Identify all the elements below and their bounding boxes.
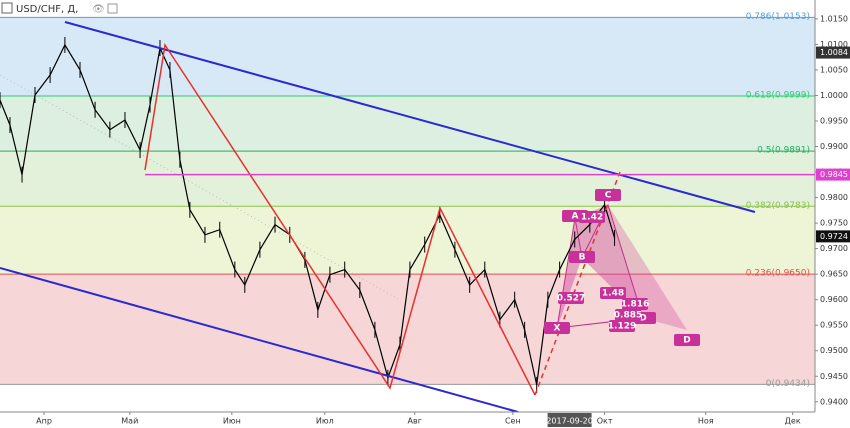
fib-bands: 0.786(1.0153) 0.618(0.9999) 0.5(0.9891) 0.3… [0,12,815,389]
pattern-label: D [639,314,646,324]
y-tick-label: 0.9400 [820,397,848,406]
pattern-label-box [558,292,584,304]
channel-upper [64,21,756,213]
y-tick-label: 0.9700 [820,244,848,253]
y-tick-label: 0.9500 [820,346,848,355]
pattern-label: 0.885 [614,311,642,321]
fib-label: 0.618(0.9999) [746,90,810,100]
x-tick-label: Июн [223,417,241,426]
eye-icon[interactable]: 👁 [92,4,105,15]
y-tick-label: 0.9600 [820,295,848,304]
pattern-label: 0.527 [557,294,585,304]
pattern-label: X [554,324,561,334]
price-series [0,36,616,393]
y-tick-label: 0.9550 [820,321,848,330]
pattern-label-box [674,334,700,346]
pattern-label-box [600,287,626,299]
y-tick-label: 1.0000 [820,91,848,100]
pattern-label-box [595,189,621,201]
pattern-label: D [683,336,690,346]
price-tag-box [816,168,850,181]
pattern-label-box [579,211,605,223]
chart-title: USD/CHF, Д, [16,4,78,15]
y-tick-label: 0.9450 [820,372,848,381]
y-tick-label: 0.9900 [820,142,848,151]
x-tick-label: Май [121,417,138,426]
fib-label: 0.5(0.9891) [757,146,810,156]
fib-band [0,95,815,152]
y-tick-label: 0.9950 [820,116,848,125]
pattern-label-box [569,251,595,263]
settings-icon[interactable] [107,3,118,14]
y-tick-label: 1.0100 [820,40,848,49]
price-tag-box [816,230,850,243]
fib-label: 0.382(0.9783) [746,201,810,211]
fib-band [0,206,815,275]
price-tag-label: 0.9724 [820,232,848,241]
pattern-label: 1.42 [581,213,603,223]
axes: 0.9400 0.9450 0.9500 0.9550 0.9600 0.9650 0.97… [36,14,850,427]
x-axis-panel [0,412,850,428]
pattern-label: 1.129 [608,322,636,332]
pattern-label-box [615,309,641,321]
pattern-label-box [544,322,570,334]
x-tick-label: Авг [408,417,422,426]
x-tick-label: Ноя [698,417,714,426]
pattern-label-box [622,298,648,310]
trend-dots [0,74,401,301]
pattern-label: B [579,253,586,263]
price-tag-label: 1.0084 [820,48,848,57]
zigzag [144,42,536,396]
fib-label: 0.236(0.9650) [746,269,810,279]
y-axis-panel [815,0,850,428]
fib-label: 0.786(1.0153) [746,12,810,22]
menu-icon [1,2,13,14]
channel-lower [0,267,519,413]
pattern-label: 1.816 [621,300,649,310]
y-tick-label: 0.9650 [820,270,848,279]
toolbar: USD/CHF, Д, 👁 [1,2,118,15]
y-tick-label: 1.0050 [820,65,848,74]
x-tick-label: Апр [36,417,52,426]
zigzag-projection [534,171,621,396]
x-tick-label: Июл [316,417,334,426]
fib-band [0,151,815,207]
date-marker-box [547,413,592,427]
fib-band [0,17,815,96]
x-tick-label: Окт [597,417,613,426]
y-tick-label: 1.0150 [820,14,848,23]
price-tag-label: 0.9845 [820,170,848,179]
x-tick-label: Сен [505,417,521,426]
pattern-label: A [572,212,579,222]
x-tick-label: Дек [785,417,801,426]
fib-label: 0(0.9434) [766,379,810,389]
pattern-label-box [609,320,635,332]
y-tick-label: 0.9750 [820,219,848,228]
y-tick-label: 0.9800 [820,193,848,202]
fib-band [0,274,815,385]
pattern-label: 1.48 [602,289,624,299]
pattern-ext [608,205,687,330]
price-tag-box [816,46,850,59]
pattern-label: C [605,191,612,201]
date-marker-label: 2017-09-20 [546,417,593,426]
